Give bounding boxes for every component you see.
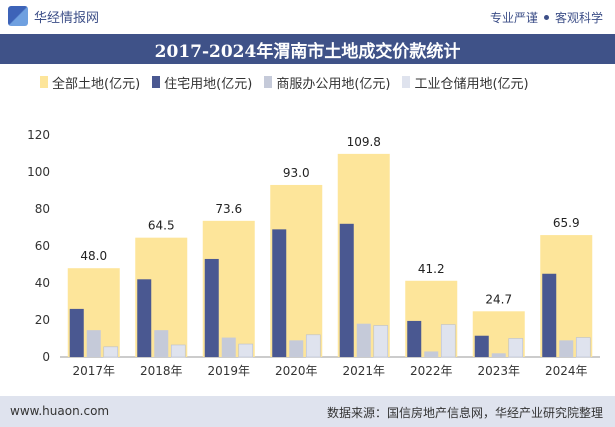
bar-residential [204, 258, 219, 357]
bar-residential [407, 320, 422, 357]
chart-title-bar: 2017-2024年渭南市土地成交价款统计 [0, 34, 615, 64]
bar-industrial [575, 337, 591, 358]
legend-item-residential: 住宅用地(亿元) [152, 73, 252, 92]
x-tick-label: 2017年 [72, 364, 115, 378]
bar-commercial [289, 340, 304, 357]
data-label-total: 109.8 [347, 135, 381, 149]
y-tick-label: 0 [42, 350, 50, 364]
brand-name: 华经情报网 [34, 10, 100, 26]
y-tick-label: 100 [27, 165, 50, 179]
brand-logo-icon [8, 6, 28, 26]
bar-commercial [356, 323, 371, 357]
data-label-total: 41.2 [418, 262, 445, 276]
footer-source: 数据来源：国信房地产信息网，华经产业研究院整理 [326, 406, 603, 420]
bar-industrial [508, 338, 524, 358]
y-tick-label: 40 [35, 276, 50, 290]
data-label-total: 93.0 [283, 166, 310, 180]
legend-label-residential: 住宅用地(亿元) [164, 76, 253, 92]
bar-commercial [221, 337, 236, 357]
top-bar: 华经情报网 专业严谨 客观科学 [0, 0, 615, 34]
y-tick-label: 120 [27, 128, 50, 142]
data-label-total: 64.5 [148, 219, 175, 233]
slogan: 专业严谨 客观科学 [490, 9, 603, 26]
legend-swatch-industrial [402, 76, 411, 88]
slogan-right: 客观科学 [554, 11, 603, 25]
bar-industrial [238, 343, 254, 358]
footer-website: www.huaon.com [10, 404, 110, 418]
bar-commercial [491, 353, 506, 357]
dot-icon [543, 15, 549, 20]
legend-item-industrial: 工业仓储用地(亿元) [402, 73, 529, 92]
bar-residential [69, 308, 84, 357]
x-tick-label: 2022年 [410, 364, 453, 378]
y-tick-label: 20 [35, 313, 50, 327]
bar-residential [542, 273, 557, 357]
bar-industrial [440, 324, 456, 358]
x-tick-label: 2023年 [477, 364, 520, 378]
data-label-total: 48.0 [80, 249, 107, 263]
bar-chart: 0 20 40 60 80 100 120 48.0 2017年 64.5 2018年 73.6 201… [27, 128, 600, 378]
bar-industrial [170, 344, 186, 358]
legend-label-total: 全部土地(亿元) [52, 76, 141, 92]
bar-commercial [559, 340, 574, 357]
legend-label-industrial: 工业仓储用地(亿元) [414, 76, 529, 92]
bar-industrial [103, 346, 119, 358]
bar-commercial [154, 330, 169, 357]
legend-swatch-commercial [264, 76, 273, 88]
x-tick-label: 2021年 [342, 364, 385, 378]
legend-item-commercial: 商服办公用地(亿元) [264, 73, 390, 92]
bar-industrial [305, 334, 321, 358]
legend: 全部土地(亿元) 住宅用地(亿元) 商服办公用地(亿元) 工业仓储用地(亿元) [40, 72, 605, 92]
bar-industrial [373, 325, 389, 358]
bar-commercial [86, 330, 101, 357]
data-label-total: 65.9 [553, 216, 580, 230]
legend-item-total: 全部土地(亿元) [40, 73, 140, 92]
bar-residential [474, 335, 489, 357]
y-tick-label: 60 [35, 239, 50, 253]
legend-label-commercial: 商服办公用地(亿元) [276, 76, 391, 92]
legend-swatch-total [40, 76, 48, 88]
slogan-left: 专业严谨 [489, 11, 538, 25]
legend-swatch-residential [152, 76, 161, 88]
bar-residential [339, 223, 354, 357]
brand: 华经情报网 [8, 6, 99, 26]
x-tick-label: 2019年 [207, 364, 250, 378]
bar-residential [272, 229, 287, 357]
x-tick-label: 2020年 [275, 364, 318, 378]
x-tick-label: 2018年 [140, 364, 183, 378]
footer: www.huaon.com 数据来源：国信房地产信息网，华经产业研究院整理 [0, 396, 615, 427]
x-tick-label: 2024年 [545, 364, 588, 378]
y-tick-label: 80 [35, 202, 50, 216]
data-label-total: 24.7 [485, 292, 512, 306]
bar-commercial [424, 351, 439, 357]
bar-residential [137, 279, 152, 357]
chart-title: 2017-2024年渭南市土地成交价款统计 [154, 41, 461, 62]
data-label-total: 73.6 [215, 202, 242, 216]
